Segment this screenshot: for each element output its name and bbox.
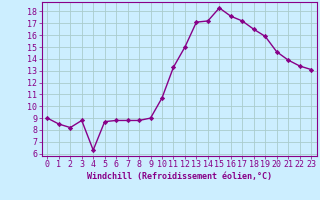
X-axis label: Windchill (Refroidissement éolien,°C): Windchill (Refroidissement éolien,°C) [87,172,272,181]
